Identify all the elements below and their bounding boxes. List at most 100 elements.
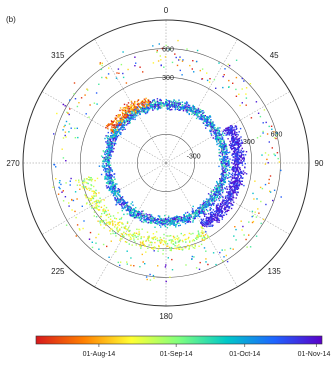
data-point bbox=[156, 239, 159, 242]
data-point bbox=[225, 160, 227, 163]
data-point bbox=[129, 236, 132, 238]
data-point bbox=[56, 112, 58, 115]
data-point bbox=[130, 210, 132, 212]
data-point bbox=[139, 66, 141, 68]
data-point bbox=[106, 158, 108, 161]
data-point bbox=[143, 98, 146, 100]
data-point bbox=[128, 108, 130, 110]
data-point bbox=[95, 189, 97, 192]
data-point bbox=[120, 125, 123, 127]
data-point bbox=[232, 196, 234, 199]
data-point bbox=[171, 217, 173, 220]
data-point bbox=[230, 204, 232, 206]
data-point bbox=[278, 161, 281, 163]
data-point bbox=[235, 157, 237, 159]
data-point bbox=[228, 133, 230, 135]
data-point bbox=[112, 126, 114, 129]
data-point bbox=[95, 207, 98, 209]
data-point bbox=[126, 119, 128, 121]
data-point bbox=[183, 108, 185, 110]
data-point bbox=[232, 201, 235, 203]
data-point bbox=[137, 110, 139, 113]
data-point bbox=[164, 266, 167, 268]
data-point bbox=[174, 216, 177, 218]
data-point bbox=[268, 182, 270, 184]
data-point bbox=[132, 113, 135, 115]
data-point bbox=[240, 152, 243, 154]
data-point bbox=[152, 62, 155, 64]
data-point bbox=[118, 224, 120, 226]
data-point bbox=[148, 101, 151, 103]
data-point bbox=[213, 124, 216, 126]
data-point bbox=[234, 189, 236, 192]
data-point bbox=[235, 187, 237, 189]
data-point bbox=[248, 221, 250, 223]
data-point bbox=[209, 197, 211, 200]
data-point bbox=[232, 185, 234, 188]
data-point bbox=[216, 218, 218, 221]
data-point bbox=[232, 194, 234, 196]
data-point bbox=[232, 145, 234, 147]
data-point bbox=[212, 190, 214, 193]
data-point bbox=[111, 181, 113, 183]
data-point bbox=[106, 213, 109, 216]
data-point bbox=[153, 236, 155, 239]
data-point bbox=[224, 155, 226, 157]
data-point bbox=[178, 59, 180, 61]
data-point bbox=[139, 245, 141, 247]
data-point bbox=[229, 206, 231, 208]
data-point bbox=[228, 130, 231, 132]
data-point bbox=[230, 200, 232, 202]
data-point bbox=[90, 203, 92, 205]
data-point bbox=[221, 142, 223, 145]
data-point bbox=[218, 199, 221, 202]
data-point bbox=[217, 129, 219, 131]
data-point bbox=[148, 218, 150, 220]
data-point bbox=[65, 160, 67, 162]
data-point bbox=[173, 224, 175, 226]
data-point bbox=[235, 177, 237, 179]
data-point bbox=[139, 102, 141, 105]
data-point bbox=[245, 151, 248, 153]
data-point bbox=[194, 111, 196, 113]
data-point bbox=[145, 213, 147, 215]
data-point bbox=[147, 236, 149, 238]
data-point bbox=[210, 211, 213, 213]
data-point bbox=[81, 181, 84, 184]
data-point bbox=[228, 183, 230, 185]
data-point bbox=[133, 215, 136, 217]
data-point bbox=[189, 240, 191, 242]
data-point bbox=[135, 108, 138, 110]
data-point bbox=[118, 72, 120, 74]
data-point bbox=[211, 198, 213, 200]
data-point bbox=[116, 198, 118, 201]
data-point bbox=[223, 151, 225, 154]
data-point bbox=[232, 170, 235, 172]
data-point bbox=[235, 160, 237, 163]
data-point bbox=[198, 118, 201, 120]
data-point bbox=[137, 214, 140, 217]
radial-tick-label-top: 300 bbox=[162, 75, 174, 82]
data-point bbox=[223, 159, 225, 161]
data-point bbox=[237, 163, 240, 166]
data-point bbox=[166, 104, 168, 107]
data-point bbox=[144, 215, 146, 218]
data-point bbox=[235, 126, 237, 128]
data-point bbox=[235, 134, 237, 136]
data-point bbox=[227, 152, 230, 154]
data-point bbox=[191, 110, 193, 113]
data-point bbox=[176, 235, 179, 237]
data-point bbox=[116, 227, 118, 230]
data-point bbox=[216, 196, 219, 199]
data-point bbox=[109, 215, 112, 217]
data-point bbox=[82, 187, 84, 190]
data-point bbox=[99, 63, 101, 65]
data-point bbox=[231, 145, 233, 148]
data-point bbox=[210, 130, 212, 133]
data-point bbox=[180, 220, 183, 222]
data-point bbox=[108, 222, 110, 225]
data-point bbox=[110, 177, 112, 179]
data-point bbox=[237, 185, 239, 187]
data-point bbox=[109, 140, 111, 142]
data-point bbox=[102, 163, 104, 165]
